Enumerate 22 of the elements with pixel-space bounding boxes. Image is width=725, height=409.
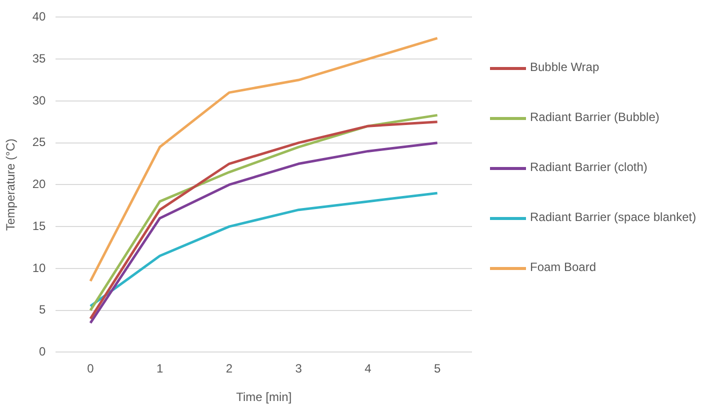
y-tick-label: 0 [39, 344, 46, 359]
y-tick-label: 10 [32, 260, 46, 275]
legend-label: Radiant Barrier (cloth) [530, 160, 648, 174]
x-tick-label: 1 [156, 362, 164, 376]
x-tick-label: 3 [295, 362, 302, 376]
y-tick-label: 20 [32, 177, 46, 192]
x-tick-label: 4 [364, 362, 372, 376]
x-axis-title: Time [min] [236, 390, 292, 404]
y-tick-label: 35 [32, 51, 46, 66]
y-tick-label: 5 [39, 302, 46, 317]
legend-label: Foam Board [530, 260, 596, 274]
x-tick-label: 5 [434, 362, 441, 376]
y-tick-label: 15 [32, 218, 46, 233]
y-tick-label: 30 [32, 93, 46, 108]
legend-label: Radiant Barrier (Bubble) [530, 110, 660, 124]
x-tick-label: 0 [87, 362, 94, 376]
legend-label: Radiant Barrier (space blanket) [530, 210, 696, 224]
y-axis-title: Temperature (°C) [4, 138, 18, 231]
x-tick-label: 2 [226, 362, 233, 376]
y-tick-label: 25 [32, 135, 46, 150]
legend-label: Bubble Wrap [530, 60, 600, 74]
y-tick-label: 40 [32, 10, 46, 24]
